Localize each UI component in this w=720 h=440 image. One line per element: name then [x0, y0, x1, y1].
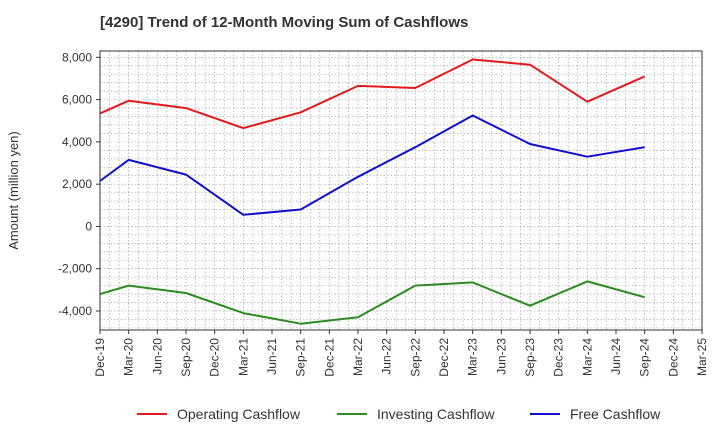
y-axis-label: Amount (million yen) [6, 131, 21, 250]
x-tick-label: Dec-22 [437, 338, 451, 377]
x-tick-label: Sep-22 [408, 338, 422, 377]
plot-border [99, 50, 703, 331]
x-tick-label: Mar-25 [695, 338, 709, 376]
y-tick-label: 8,000 [62, 50, 92, 64]
series-line [99, 280, 645, 325]
legend-label: Investing Cashflow [377, 406, 495, 422]
x-tick-label: Dec-19 [93, 338, 107, 377]
y-tick-label: 6,000 [62, 93, 92, 107]
x-tick-label: Sep-23 [523, 338, 537, 377]
series-line [99, 114, 645, 216]
x-tick-label: Dec-24 [666, 338, 680, 377]
axes: -4,000 -2,000 0 2,000 4,000 6,000 8,000 Dec-19 M… [6, 50, 709, 376]
x-tick-label: Mar-20 [122, 338, 136, 376]
x-tick-label: Mar-24 [580, 338, 594, 376]
x-tick-label: Jun-23 [494, 338, 508, 375]
x-tick-label: Jun-22 [380, 338, 394, 375]
legend: Operating Cashflow Investing Cashflow Free… [137, 406, 661, 422]
x-tick-label: Dec-20 [208, 338, 222, 377]
series-lines [99, 58, 646, 325]
x-tick-label: Jun-20 [150, 338, 164, 375]
x-tick-label: Sep-21 [294, 338, 308, 377]
y-tick-label: -4,000 [58, 304, 92, 318]
x-tick-label: Jun-21 [265, 338, 279, 375]
x-tick-label: Mar-22 [351, 338, 365, 376]
series-line [99, 58, 646, 130]
x-tick-label: Dec-21 [322, 338, 336, 377]
x-tick-label: Sep-24 [638, 338, 652, 377]
y-tick-label: 4,000 [62, 135, 92, 149]
chart-title: [4290] Trend of 12-Month Moving Sum of C… [100, 14, 469, 31]
plot-area [100, 51, 702, 330]
legend-label: Free Cashflow [570, 406, 661, 422]
x-tick-label: Sep-20 [179, 338, 193, 377]
gridlines [99, 51, 703, 330]
plot-background [100, 51, 702, 330]
y-tick-label: 0 [85, 219, 92, 233]
x-tick-label: Mar-21 [236, 338, 250, 376]
legend-label: Operating Cashflow [177, 406, 301, 422]
x-tick-label: Jun-24 [609, 338, 623, 375]
y-tick-label: 2,000 [62, 177, 92, 191]
y-tick-label: -2,000 [58, 262, 92, 276]
x-tick-label: Dec-23 [552, 338, 566, 377]
x-tick-label: Mar-23 [466, 338, 480, 376]
